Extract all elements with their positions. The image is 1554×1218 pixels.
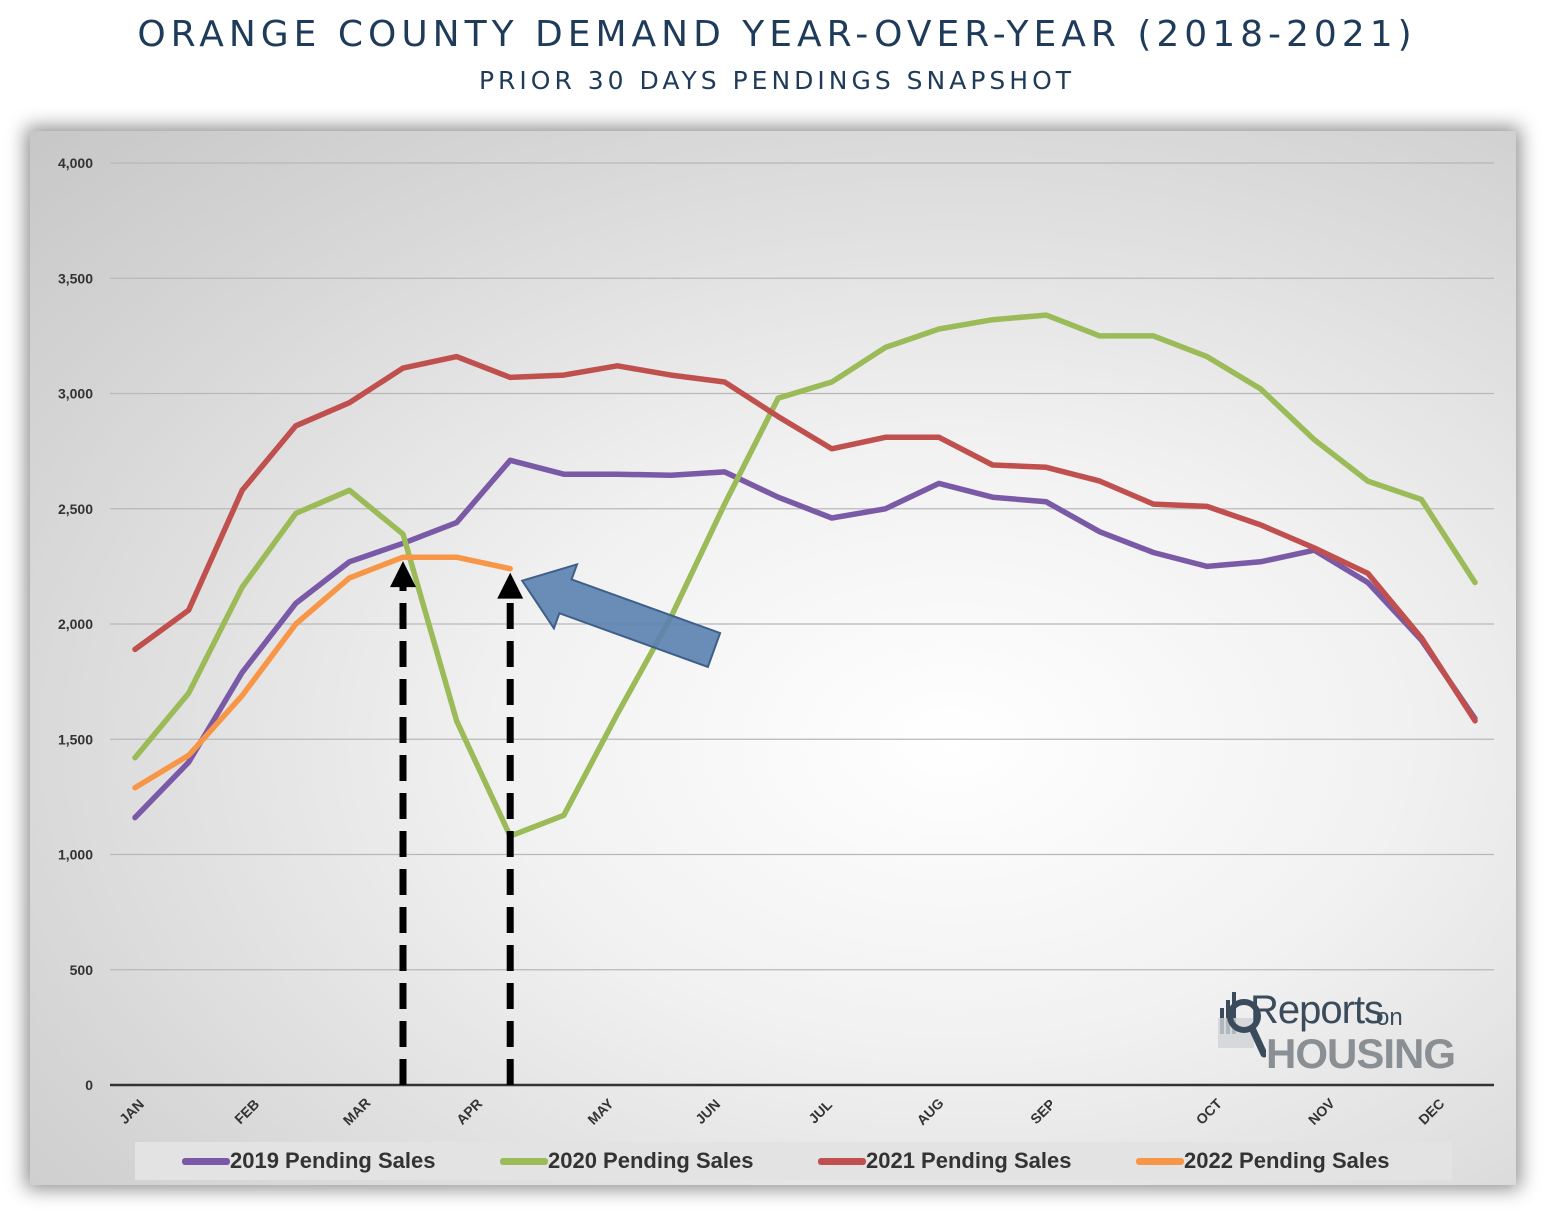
y-tick-label: 1,500 bbox=[58, 731, 93, 747]
y-tick-label: 4,000 bbox=[58, 155, 93, 171]
dashed-arrow-head bbox=[497, 572, 524, 599]
legend-label: 2021 Pending Sales bbox=[866, 1148, 1072, 1173]
series-line-2021 bbox=[132, 353, 1478, 724]
x-tick-label: APR bbox=[453, 1095, 485, 1127]
series-line-2020 bbox=[132, 312, 1478, 839]
x-tick-label: FEB bbox=[231, 1096, 262, 1127]
x-tick-label: DEC bbox=[1415, 1095, 1447, 1127]
x-tick-label: MAY bbox=[584, 1095, 617, 1128]
legend-item: 2021 Pending Sales bbox=[818, 1148, 1071, 1174]
legend-swatch bbox=[500, 1157, 548, 1165]
x-tick-label: JUL bbox=[805, 1096, 835, 1126]
y-tick-label: 3,000 bbox=[58, 386, 93, 402]
x-tick-label: JAN bbox=[116, 1096, 147, 1127]
x-axis-ticks: JAN FEB MAR APR MAY JUN JUL AUG SEP OCT NOV DEC bbox=[116, 1095, 1447, 1129]
legend bbox=[135, 1142, 1452, 1180]
x-tick-label: AUG bbox=[913, 1095, 946, 1128]
x-tick-label: OCT bbox=[1193, 1095, 1226, 1128]
y-tick-label: 2,500 bbox=[58, 501, 93, 517]
annotations bbox=[390, 561, 722, 1085]
legend-label: 2022 Pending Sales bbox=[1184, 1148, 1390, 1173]
y-tick-label: 0 bbox=[85, 1077, 93, 1093]
y-tick-label: 2,000 bbox=[58, 616, 93, 632]
legend-label: 2020 Pending Sales bbox=[548, 1148, 754, 1173]
x-tick-label: MAR bbox=[340, 1095, 374, 1129]
chart-title: ORANGE COUNTY DEMAND YEAR-OVER-YEAR (201… bbox=[137, 14, 1417, 55]
legend-item: 2022 Pending Sales bbox=[1136, 1148, 1389, 1174]
logo-text-reports: Reports bbox=[1250, 988, 1384, 1032]
legend-swatch bbox=[1136, 1157, 1184, 1165]
block-arrow-shape bbox=[520, 562, 722, 669]
y-tick-label: 1,000 bbox=[58, 847, 93, 863]
y-axis-ticks: 4,000 3,500 3,000 2,500 2,000 1,500 1,000 500 0 bbox=[58, 155, 93, 1093]
chart-frame bbox=[30, 131, 1516, 1185]
x-tick-label: NOV bbox=[1305, 1095, 1338, 1128]
block-arrow bbox=[520, 562, 722, 669]
legend-swatch bbox=[182, 1157, 230, 1165]
y-tick-label: 3,500 bbox=[58, 270, 93, 286]
chart-subtitle: PRIOR 30 DAYS PENDINGS SNAPSHOT bbox=[478, 66, 1076, 95]
logo-text-on: on bbox=[1376, 1004, 1403, 1031]
legend-swatch bbox=[818, 1157, 866, 1165]
legend-item: 2020 Pending Sales bbox=[500, 1148, 753, 1174]
logo-text-housing: HOUSING bbox=[1266, 1030, 1456, 1077]
reports-on-housing-logo: Reports on HOUSING bbox=[1216, 986, 1478, 1078]
series-line-2022 bbox=[132, 554, 513, 791]
x-tick-label: JUN bbox=[692, 1096, 723, 1127]
x-tick-label: SEP bbox=[1027, 1096, 1058, 1127]
gridlines bbox=[110, 162, 1494, 1087]
legend-label: 2019 Pending Sales bbox=[230, 1148, 436, 1173]
magnifier-logo-icon bbox=[1218, 992, 1266, 1058]
legend-item: 2019 Pending Sales bbox=[182, 1148, 435, 1174]
y-tick-label: 500 bbox=[70, 962, 94, 978]
dashed-arrow-head bbox=[390, 561, 416, 588]
series-lines bbox=[132, 312, 1478, 839]
series-line-2019 bbox=[132, 457, 1478, 821]
